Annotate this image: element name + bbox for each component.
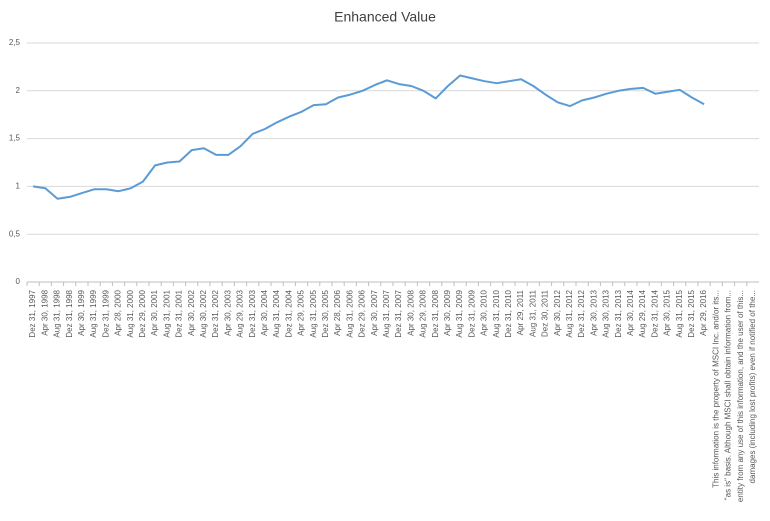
x-tick-label: Apr 29, 2016 xyxy=(699,289,708,335)
x-tick-label: This information is the property of MSCI… xyxy=(711,290,720,488)
x-tick-label: Apr 30, 2003 xyxy=(223,289,232,335)
x-tick-label: Aug 31, 2012 xyxy=(565,289,574,337)
x-tick-label: Aug 29, 2003 xyxy=(236,289,245,337)
x-tick-label: Dez 30, 2005 xyxy=(321,289,330,337)
y-tick-label: 0,5 xyxy=(9,229,21,238)
x-tick-label: Apr 29, 2005 xyxy=(297,289,306,335)
x-tick-label: Dez 31, 2012 xyxy=(577,289,586,337)
x-tick-label: Dez 31, 2007 xyxy=(394,289,403,337)
x-tick-label: Aug 30, 2013 xyxy=(602,289,611,337)
x-tick-label: Apr 30, 2010 xyxy=(480,289,489,335)
x-tick-label: Apr 28, 2000 xyxy=(114,289,123,335)
data-line xyxy=(32,74,705,200)
x-tick-label: Dez 31, 2001 xyxy=(175,289,184,337)
x-tick-label: Dez 30, 2011 xyxy=(541,289,550,337)
x-tick-label: Apr 30, 2007 xyxy=(370,289,379,335)
x-tick-label: Aug 31, 2005 xyxy=(309,289,318,337)
x-tick-label: Dez 29, 2006 xyxy=(358,289,367,337)
x-tick-label: Aug 31, 1999 xyxy=(89,289,98,337)
x-tick-label: Apr 30, 2012 xyxy=(553,289,562,335)
x-tick-label: Dez 31, 2004 xyxy=(284,289,293,337)
x-tick-label: "as is" basis. Although MSCI shall obtai… xyxy=(724,290,733,500)
x-tick-label: Apr 30, 2013 xyxy=(589,289,598,335)
x-tick-label: Aug 31, 2015 xyxy=(675,289,684,337)
x-tick-label: Aug 31, 2001 xyxy=(162,289,171,337)
x-tick-label: Dez 31, 2015 xyxy=(687,289,696,337)
x-tick-label: Dez 31, 1999 xyxy=(101,289,110,337)
x-tick-label: Aug 31, 2004 xyxy=(272,289,281,337)
x-tick-label: Apr 30, 1999 xyxy=(77,289,86,335)
x-tick-label: Dez 31, 2003 xyxy=(248,289,257,337)
x-tick-label: Dez 31, 2014 xyxy=(650,289,659,337)
x-tick-label: Aug 31, 2007 xyxy=(382,289,391,337)
x-tick-label: Dez 31, 2010 xyxy=(504,289,513,337)
x-tick-label: Aug 31, 2009 xyxy=(455,289,464,337)
x-tick-label: Dez 29, 2000 xyxy=(138,289,147,337)
x-tick-label: Aug 29, 2008 xyxy=(419,289,428,337)
x-tick-label: Dez 31, 1998 xyxy=(65,289,74,337)
y-tick-label: 0 xyxy=(16,277,21,286)
x-tick-label: Dez 31, 2002 xyxy=(211,289,220,337)
x-tick-label: Aug 29, 2014 xyxy=(638,289,647,337)
x-tick-label: Apr 30, 2008 xyxy=(406,289,415,335)
x-tick-label: Apr 30, 2002 xyxy=(187,289,196,335)
x-tick-label: Aug 31, 2011 xyxy=(528,289,537,337)
x-tick-label: Aug 31, 1998 xyxy=(53,289,62,337)
x-tick-label: Apr 29, 2011 xyxy=(516,289,525,335)
x-tick-label: entity from any use of this information,… xyxy=(736,290,745,502)
x-tick-label: Apr 30, 2015 xyxy=(663,289,672,335)
y-tick-label: 1 xyxy=(16,182,21,191)
x-tick-label: Aug 31, 2000 xyxy=(126,289,135,337)
chart-title: Enhanced Value xyxy=(334,9,436,25)
x-tick-label: damages (including lost profits) even if… xyxy=(748,290,757,483)
x-tick-label: Apr 30, 2009 xyxy=(443,289,452,335)
x-tick-label: Dez 31, 2008 xyxy=(431,289,440,337)
x-tick-label: Aug 31, 2006 xyxy=(345,289,354,337)
x-tick-label: Apr 30, 2014 xyxy=(626,289,635,335)
x-tick-label: Apr 28, 2006 xyxy=(333,289,342,335)
x-tick-label: Dez 31, 2013 xyxy=(614,289,623,337)
x-tick-label: Aug 31, 2010 xyxy=(492,289,501,337)
x-tick-label: Dez 31, 1997 xyxy=(28,289,37,337)
y-tick-label: 2 xyxy=(16,86,21,95)
x-tick-label: Aug 30, 2002 xyxy=(199,289,208,337)
x-tick-label: Apr 30, 2001 xyxy=(150,289,159,335)
x-tick-label: Apr 30, 2004 xyxy=(260,289,269,335)
y-tick-label: 2,5 xyxy=(9,38,21,47)
x-tick-label: Dez 31, 2009 xyxy=(467,289,476,337)
y-tick-label: 1,5 xyxy=(9,134,21,143)
x-tick-label: Apr 30, 1998 xyxy=(40,289,49,335)
